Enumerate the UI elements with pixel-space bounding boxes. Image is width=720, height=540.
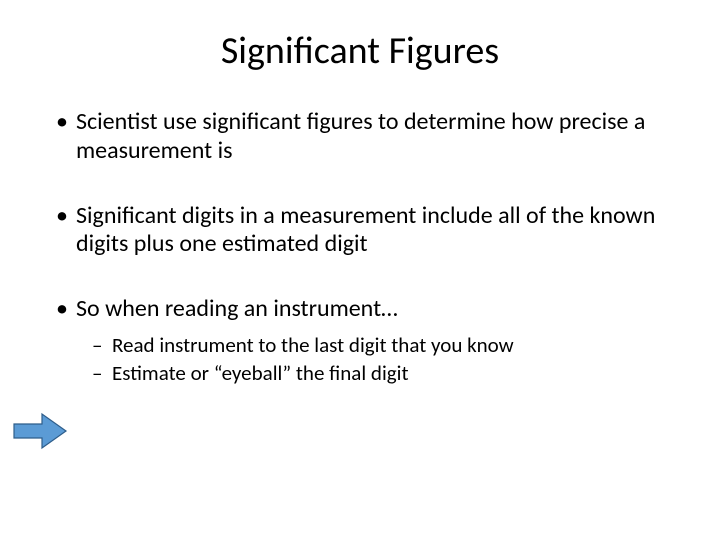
slide: Significant Figures Scientist use signif… [0, 0, 720, 540]
sub-bullet-1: Read instrument to the last digit that y… [48, 332, 672, 358]
callout-arrow-icon [12, 408, 68, 454]
slide-title: Significant Figures [48, 28, 672, 74]
arrow-shape [14, 414, 66, 448]
sub-bullet-2: Estimate or “eyeball” the final digit [48, 360, 672, 386]
bullet-item-2: Significant digits in a measurement incl… [48, 202, 672, 260]
bullet-item-3: So when reading an instrument… [48, 295, 672, 324]
bullet-item-1: Scientist use significant figures to det… [48, 108, 672, 166]
